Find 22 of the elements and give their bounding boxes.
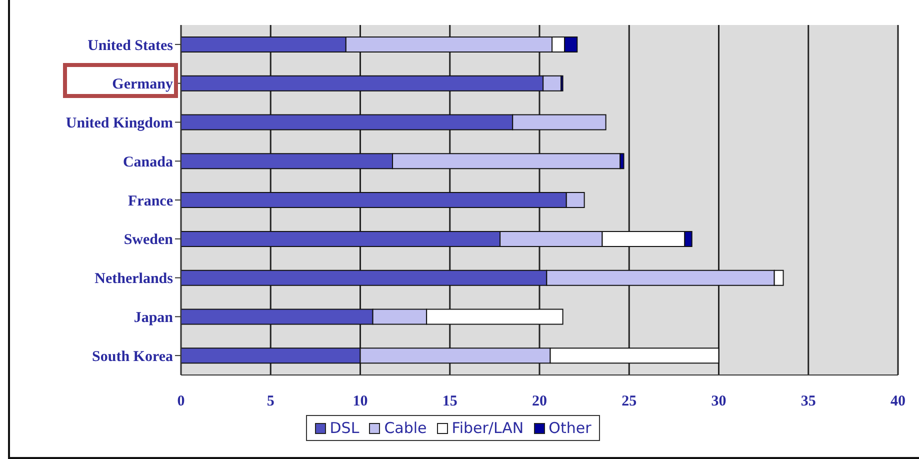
x-tick-label: 25: [622, 394, 637, 410]
x-tick-label: 0: [177, 394, 185, 410]
legend-label: Fiber/LAN: [450, 419, 524, 437]
y-tick-label: Sweden: [124, 232, 174, 248]
legend-label: Other: [548, 419, 592, 437]
y-tick-label: Japan: [134, 310, 174, 326]
x-tick-label: 10: [352, 394, 368, 410]
y-tick-label: United States: [88, 38, 174, 54]
legend-label: DSL: [328, 419, 360, 437]
y-tick-label: United Kingdom: [66, 116, 174, 132]
y-tick-label: France: [128, 193, 174, 210]
legend-label: Cable: [383, 419, 427, 437]
y-tick-label: Germany: [112, 76, 174, 93]
x-tick-label: 5: [266, 394, 274, 410]
x-tick-label: 30: [711, 394, 726, 410]
y-tick-label: Canada: [122, 154, 174, 170]
x-tick-label: 35: [800, 394, 816, 410]
x-tick-label: 40: [890, 394, 906, 410]
x-tick-label: 15: [442, 394, 458, 410]
y-tick-label: Netherlands: [94, 271, 174, 288]
x-tick-label: 20: [532, 394, 547, 410]
y-tick-label: South Korea: [92, 348, 174, 365]
